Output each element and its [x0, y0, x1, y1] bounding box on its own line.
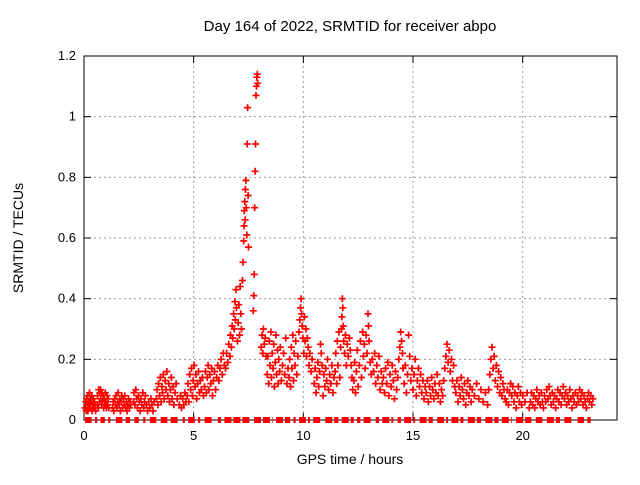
- x-tick-label: 5: [190, 428, 197, 443]
- zero-value-marker: [516, 417, 524, 423]
- zero-value-marker: [546, 417, 554, 423]
- y-tick-label: 0.2: [58, 351, 76, 366]
- zero-value-marker: [217, 417, 222, 423]
- zero-value-marker: [149, 417, 157, 423]
- x-tick-label: 10: [296, 428, 310, 443]
- zero-value-marker: [413, 417, 416, 423]
- zero-value-marker: [160, 417, 168, 423]
- zero-value-marker: [382, 417, 390, 423]
- zero-value-marker: [298, 417, 306, 423]
- zero-value-marker: [170, 417, 178, 423]
- zero-value-marker: [397, 417, 401, 423]
- zero-value-marker: [262, 417, 270, 423]
- zero-value-marker: [564, 417, 572, 423]
- zero-value-marker: [182, 417, 185, 423]
- x-axis-label: GPS time / hours: [297, 451, 404, 467]
- zero-value-marker: [325, 417, 333, 423]
- zero-value-marker: [143, 417, 146, 423]
- zero-value-marker: [446, 417, 449, 423]
- tick-label-layer: 0 5 10 15 20 0 0.2 0.4 0.6 0.8 1 1.2: [58, 48, 530, 443]
- zero-row-layer: [85, 417, 591, 423]
- zero-value-marker: [460, 417, 464, 423]
- zero-value-marker: [307, 417, 310, 423]
- zero-value-marker: [510, 417, 512, 423]
- points-layer: [81, 70, 597, 415]
- zero-value-marker: [476, 417, 482, 423]
- y-axis-label: SRMTID / TECUs: [10, 183, 26, 293]
- x-tick-label: 15: [406, 428, 420, 443]
- x-tick-label: 20: [515, 428, 529, 443]
- zero-value-marker: [494, 417, 499, 423]
- zero-value-marker: [525, 417, 532, 423]
- zero-value-marker: [313, 417, 321, 423]
- zero-value-marker: [501, 417, 509, 423]
- zero-value-marker: [253, 417, 261, 423]
- zero-value-marker: [467, 417, 475, 423]
- zero-value-marker: [188, 417, 195, 423]
- y-tick-label: 0.6: [58, 230, 76, 245]
- x-tick-label: 0: [80, 428, 87, 443]
- zero-value-marker: [341, 417, 349, 423]
- zero-value-marker: [555, 417, 560, 423]
- zero-value-marker: [224, 417, 232, 423]
- zero-value-marker: [275, 417, 283, 423]
- data-points-srmtid: [81, 70, 597, 415]
- y-tick-label: 0: [69, 412, 76, 427]
- zero-value-marker: [363, 417, 371, 423]
- zero-value-marker: [204, 417, 212, 423]
- zero-value-marker: [115, 417, 123, 423]
- zero-value-marker: [293, 417, 296, 423]
- plot-border: [83, 55, 618, 421]
- zero-value-marker: [134, 417, 139, 423]
- y-tick-label: 1: [69, 109, 76, 124]
- zero-value-marker: [198, 417, 201, 423]
- zero-value-marker: [577, 417, 585, 423]
- zero-value-marker: [350, 417, 354, 423]
- zero-value-marker: [404, 417, 412, 423]
- zero-value-marker: [108, 417, 111, 423]
- y-tick-label: 0.8: [58, 169, 76, 184]
- zero-value-marker: [125, 417, 131, 423]
- grid-layer: [84, 56, 617, 420]
- zero-value-marker: [391, 417, 394, 423]
- zero-value-marker: [375, 417, 380, 423]
- zero-value-marker: [271, 417, 273, 423]
- zero-value-marker: [100, 417, 105, 423]
- zero-value-marker: [334, 417, 339, 423]
- zero-value-marker: [587, 417, 591, 423]
- zero-value-marker: [485, 417, 493, 423]
- zero-value-marker: [242, 417, 250, 423]
- zero-value-marker: [233, 417, 241, 423]
- zero-value-marker: [451, 417, 459, 423]
- zero-value-marker: [85, 417, 92, 423]
- zero-value-marker: [437, 417, 445, 423]
- zero-value-marker: [357, 417, 361, 423]
- zero-value-marker: [428, 417, 433, 423]
- y-tick-label: 1.2: [58, 48, 76, 63]
- y-tick-label: 0.4: [58, 291, 76, 306]
- zero-value-marker: [284, 417, 291, 423]
- zero-value-marker: [419, 417, 427, 423]
- zero-value-marker: [535, 417, 543, 423]
- zero-value-marker: [94, 417, 98, 423]
- chart-title: Day 164 of 2022, SRMTID for receiver abp…: [204, 18, 497, 35]
